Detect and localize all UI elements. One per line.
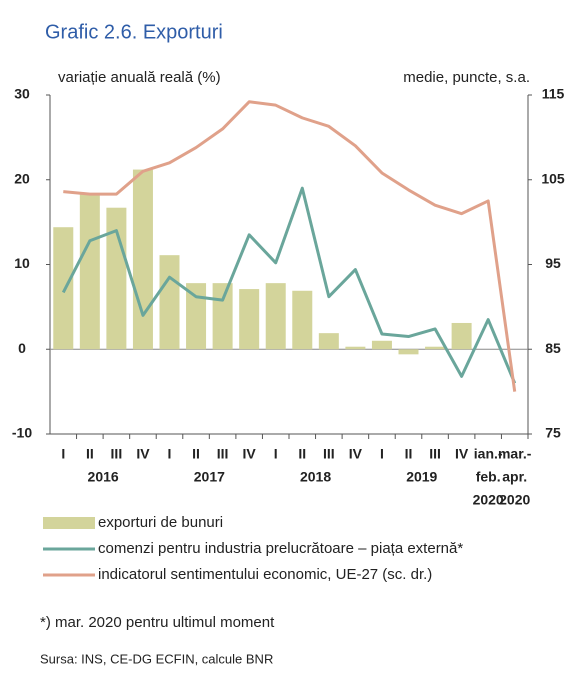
bar xyxy=(53,227,74,350)
bar xyxy=(265,283,286,350)
chart-title: Grafic 2.6. Exporturi xyxy=(45,21,223,43)
footnote: *) mar. 2020 pentru ultimul moment xyxy=(40,614,275,631)
x-tick-label: IV xyxy=(243,446,257,462)
legend-label: exporturi de bunuri xyxy=(98,514,223,531)
bar xyxy=(212,283,233,350)
x-tick-label: ian.- xyxy=(474,446,503,462)
x-tick-label: II xyxy=(298,446,306,462)
source: Sursa: INS, CE-DG ECFIN, calcule BNR xyxy=(40,651,273,666)
x-tick-label: mar.- xyxy=(498,446,532,462)
x-tick-label: I xyxy=(274,446,278,462)
legend-label: indicatorul sentimentului economic, UE-2… xyxy=(98,566,432,583)
y2-tick-label: 105 xyxy=(541,170,565,186)
x-tick-label: II xyxy=(405,446,413,462)
bar xyxy=(239,289,260,350)
bar xyxy=(292,290,313,350)
y2-tick-label: 115 xyxy=(542,86,565,102)
x-tick-label: III xyxy=(111,446,123,462)
x-tick-label: III xyxy=(217,446,229,462)
y-tick-label: 30 xyxy=(14,86,30,102)
x-tick-label: IV xyxy=(349,446,363,462)
x-group-label: 2017 xyxy=(194,469,225,485)
y-tick-label: 0 xyxy=(18,340,26,356)
y2-tick-label: 85 xyxy=(545,340,561,356)
x-tick-label: I xyxy=(380,446,384,462)
line xyxy=(61,186,517,384)
x-tick-label: feb. xyxy=(476,469,501,485)
x-tick-label: I xyxy=(61,446,65,462)
bar xyxy=(345,346,366,350)
bar xyxy=(371,340,392,350)
y-tick-label: 20 xyxy=(14,170,30,186)
bar xyxy=(106,207,127,350)
bar xyxy=(159,255,180,350)
bar xyxy=(398,349,419,355)
x-tick-label: II xyxy=(86,446,94,462)
x-group-label: 2020 xyxy=(499,492,530,508)
bar xyxy=(425,346,446,350)
x-group-label: 2019 xyxy=(406,469,437,485)
bar xyxy=(451,322,472,350)
y2-tick-label: 95 xyxy=(545,255,561,271)
bar xyxy=(318,333,339,350)
legend-label: comenzi pentru industria prelucrătoare –… xyxy=(98,540,463,557)
x-group-label: 2018 xyxy=(300,469,331,485)
x-group-label: 2016 xyxy=(88,469,119,485)
x-tick-label: apr. xyxy=(502,469,527,485)
y-tick-label: 10 xyxy=(14,255,30,271)
x-tick-label: IV xyxy=(136,446,150,462)
y-axis-label: variație anuală reală (%) xyxy=(58,69,221,86)
line xyxy=(63,100,517,392)
y2-axis-label: medie, puncte, s.a. xyxy=(403,69,530,86)
bar xyxy=(132,169,153,350)
x-tick-label: I xyxy=(168,446,172,462)
x-tick-label: III xyxy=(429,446,441,462)
legend-swatch xyxy=(43,517,95,529)
x-group-label: 2020 xyxy=(473,492,504,508)
x-tick-label: IV xyxy=(455,446,469,462)
x-tick-label: III xyxy=(323,446,335,462)
y2-tick-label: 75 xyxy=(545,425,561,441)
bar xyxy=(79,194,100,350)
y-tick-label: -10 xyxy=(12,425,32,441)
x-tick-label: II xyxy=(192,446,200,462)
bar xyxy=(186,283,207,350)
